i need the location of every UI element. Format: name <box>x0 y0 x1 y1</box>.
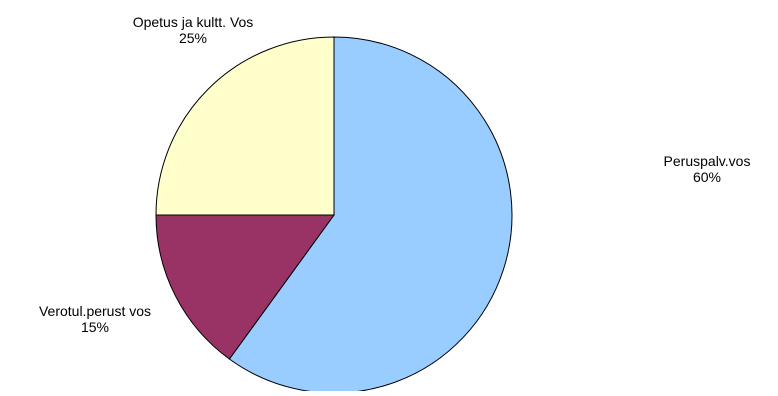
slice-label-3: Opetus ja kultt. Vos <box>133 14 254 30</box>
slice-label-2: Verotul.perust vos <box>39 303 151 319</box>
pie-slice-3 <box>155 36 335 216</box>
slice-value-label-2: 15% <box>81 319 109 335</box>
slice-label-1: Peruspalv.vos <box>664 153 751 169</box>
pie-slices <box>155 36 513 394</box>
pie-slice-2 <box>155 214 335 360</box>
slice-value-label-3: 25% <box>179 30 207 46</box>
slice-value-label-1: 60% <box>693 169 721 185</box>
